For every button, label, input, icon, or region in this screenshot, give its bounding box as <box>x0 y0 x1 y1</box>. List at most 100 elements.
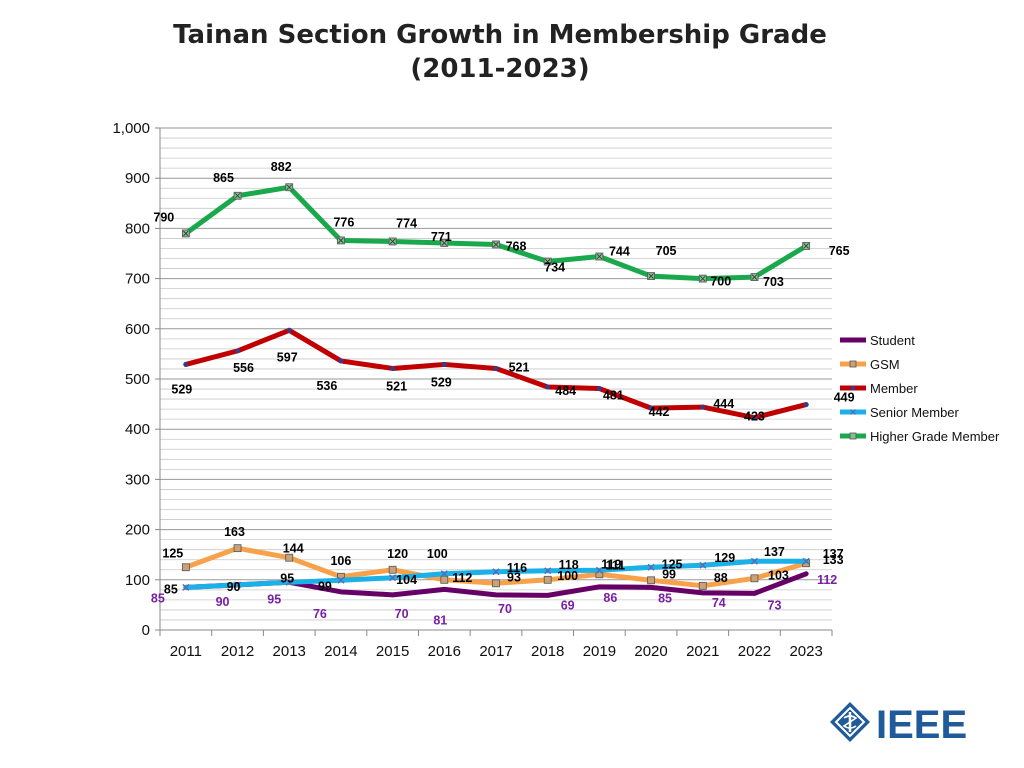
data-point-higher-grade-member-cross <box>493 241 499 248</box>
data-point-member <box>338 358 344 364</box>
data-label-senior-member: 137 <box>823 547 844 561</box>
data-label-member: 597 <box>277 350 298 364</box>
data-point-gsm <box>285 553 294 562</box>
data-point-senior-member <box>440 570 448 578</box>
legend-marker-member <box>850 385 856 391</box>
data-point-member <box>390 365 396 371</box>
data-label-gsm: 100 <box>557 569 578 583</box>
data-label-student: 69 <box>561 598 575 612</box>
data-label-student: 85 <box>658 591 672 605</box>
legend-item-student: Student <box>840 333 915 348</box>
data-label-higher-grade-member: 865 <box>213 171 234 185</box>
y-tick-label: 0 <box>142 622 150 639</box>
data-label-higher-grade-member: 774 <box>396 216 417 230</box>
data-label-gsm: 163 <box>224 525 245 539</box>
data-point-senior-member <box>647 563 655 571</box>
data-point-higher-grade-member-cross <box>544 258 551 265</box>
legend-marker-senior-member <box>850 409 856 415</box>
data-label-student: 86 <box>603 591 617 605</box>
ieee-logo-graphic: IEEE <box>830 702 967 747</box>
x-tick-label: 2011 <box>170 643 202 660</box>
data-label-member: 442 <box>649 405 670 419</box>
data-point-senior-member <box>802 557 810 565</box>
y-tick-label: 300 <box>125 471 150 488</box>
data-label-member: 536 <box>316 379 337 393</box>
chart-title-line-1: Tainan Section Growth in Membership Grad… <box>173 20 827 50</box>
data-point-senior-member <box>492 568 500 576</box>
x-tick-label: 2017 <box>479 643 512 660</box>
data-point-gsm <box>492 579 500 588</box>
data-label-student: 85 <box>151 591 165 605</box>
data-point-member <box>441 361 447 367</box>
data-label-student: 76 <box>313 607 327 621</box>
data-label-member: 529 <box>431 375 452 389</box>
legend-marker-gsm <box>849 360 857 368</box>
data-label-gsm: 120 <box>387 547 408 561</box>
data-point-senior-member <box>234 581 242 589</box>
data-label-gsm: 144 <box>283 542 304 556</box>
data-label-gsm: 100 <box>427 547 448 561</box>
data-point-higher-grade-member-cross <box>596 253 603 260</box>
data-label-senior-member: 119 <box>601 557 621 571</box>
series-line-higher-grade-member <box>183 184 809 282</box>
data-point-higher-grade-member-cross <box>699 275 706 282</box>
x-tick-label: 2022 <box>738 643 771 660</box>
data-point-member <box>700 404 706 410</box>
data-label-higher-grade-member: 882 <box>271 160 292 174</box>
data-label-gsm: 88 <box>714 571 728 585</box>
data-label-higher-grade-member: 700 <box>710 275 731 289</box>
data-label-senior-member: 137 <box>764 545 785 559</box>
legend-label-student: Student <box>870 333 915 348</box>
chart-title-line-2: (2011-2023) <box>410 54 590 84</box>
y-tick-label: 500 <box>125 371 150 388</box>
data-label-member: 529 <box>171 382 192 396</box>
data-label-higher-grade-member: 705 <box>656 244 677 258</box>
data-point-member <box>648 405 654 411</box>
data-point-member <box>803 402 809 408</box>
data-point-senior-member <box>182 583 190 591</box>
x-tick-label: 2012 <box>221 643 254 660</box>
x-tick-label: 2021 <box>686 643 719 660</box>
data-point-higher-grade-member-cross <box>389 238 396 245</box>
x-tick-label: 2020 <box>634 643 667 660</box>
series-lines <box>181 183 811 598</box>
legend: Student GSM Member Senior Member Higher Grad… <box>840 333 1000 444</box>
data-label-higher-grade-member: 768 <box>506 239 527 253</box>
data-label-senior-member: 90 <box>227 580 241 594</box>
data-point-higher-grade-member-cross <box>751 274 758 280</box>
data-label-senior-member: 129 <box>714 551 735 565</box>
data-label-member: 444 <box>713 397 734 411</box>
data-label-gsm: 103 <box>768 568 789 582</box>
data-point-gsm <box>388 565 397 574</box>
legend-item-senior-member: Senior Member <box>840 405 960 420</box>
x-tick-label: 2014 <box>324 643 357 660</box>
chart-title: Tainan Section Growth in Membership Grad… <box>0 18 1000 86</box>
data-point-gsm <box>647 576 655 585</box>
data-label-gsm: 133 <box>823 553 844 567</box>
data-label-student: 90 <box>216 595 230 609</box>
data-point-senior-member <box>389 574 397 582</box>
data-point-senior-member <box>595 566 603 574</box>
data-label-gsm: 93 <box>507 570 521 584</box>
data-point-senior-member <box>750 557 758 565</box>
x-tick-label: 2016 <box>428 643 461 660</box>
data-point-higher-grade-member-cross <box>183 230 189 237</box>
data-point-higher-grade-member-cross <box>338 237 344 244</box>
data-point-member <box>596 386 602 392</box>
y-tick-label: 1,000 <box>112 120 150 137</box>
data-label-senior-member: 116 <box>507 561 527 575</box>
legend-label-senior-member: Senior Member <box>870 405 960 420</box>
data-label-senior-member: 104 <box>396 573 417 587</box>
data-point-member <box>183 361 189 367</box>
data-label-gsm: 99 <box>662 567 676 581</box>
data-point-higher-grade-member-cross <box>234 192 241 199</box>
data-label-higher-grade-member: 703 <box>763 275 784 289</box>
data-label-member: 521 <box>386 379 407 393</box>
data-label-gsm: 125 <box>162 546 183 560</box>
data-point-senior-member <box>285 578 293 586</box>
data-label-senior-member: 118 <box>559 558 579 572</box>
data-point-gsm <box>698 581 707 590</box>
data-point-gsm <box>750 574 759 583</box>
data-label-student: 112 <box>817 573 837 587</box>
